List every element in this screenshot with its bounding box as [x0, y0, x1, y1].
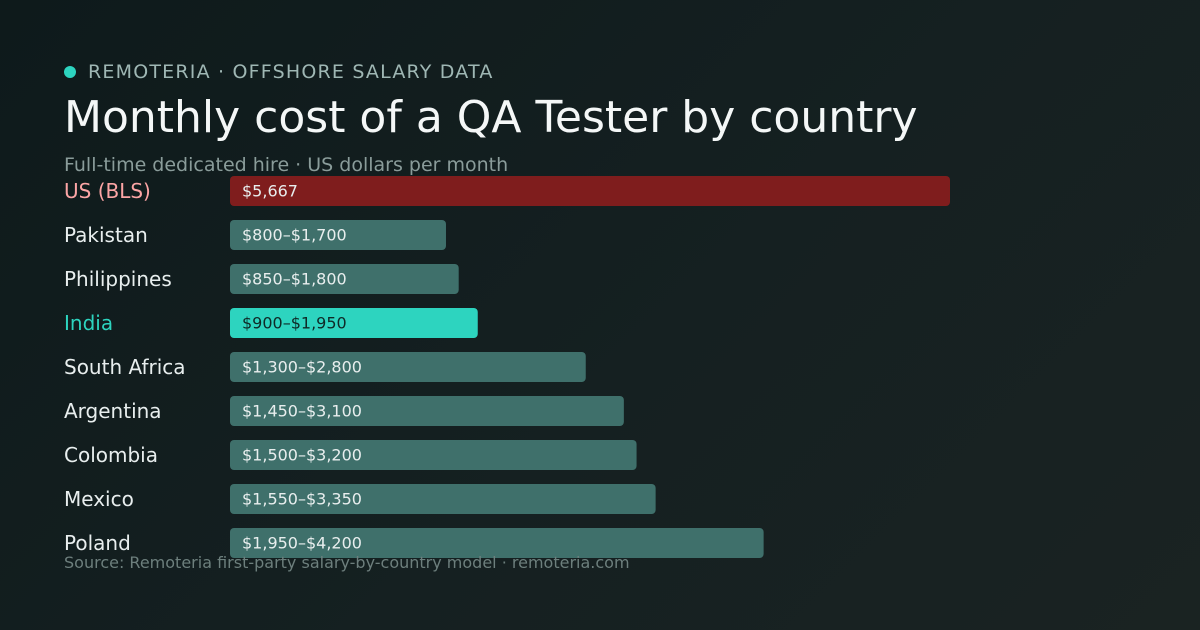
bar: [230, 440, 637, 470]
value-label: $850–$1,800: [242, 270, 347, 289]
category-label: US (BLS): [64, 179, 151, 203]
category-label: Philippines: [64, 267, 172, 291]
category-label: India: [64, 311, 113, 335]
category-label: Mexico: [64, 487, 134, 511]
chart-title: Monthly cost of a QA Tester by country: [64, 92, 918, 143]
category-label: Poland: [64, 531, 131, 555]
bar-row-argentina: Argentina $1,450–$3,100: [64, 396, 624, 426]
bar: [230, 352, 586, 382]
value-label: $1,550–$3,350: [242, 490, 362, 509]
category-label: Pakistan: [64, 223, 148, 247]
source-note: Source: Remoteria first-party salary-by-…: [64, 553, 630, 572]
category-label: Colombia: [64, 443, 158, 467]
value-label: $1,950–$4,200: [242, 534, 362, 553]
brand-dot-icon: [64, 66, 76, 78]
bar-row-mexico: Mexico $1,550–$3,350: [64, 484, 656, 514]
bar: [230, 528, 764, 558]
bar-row-india: India $900–$1,950: [64, 308, 478, 338]
bar: [230, 308, 478, 338]
value-label: $1,500–$3,200: [242, 446, 362, 465]
category-label: South Africa: [64, 355, 186, 379]
value-label: $900–$1,950: [242, 314, 347, 333]
category-label: Argentina: [64, 399, 162, 423]
value-label: $1,300–$2,800: [242, 358, 362, 377]
value-label: $5,667: [242, 182, 298, 201]
value-label: $1,450–$3,100: [242, 402, 362, 421]
value-label: $800–$1,700: [242, 226, 347, 245]
bar: [230, 396, 624, 426]
bar-row-colombia: Colombia $1,500–$3,200: [64, 440, 637, 470]
bar-row-pakistan: Pakistan $800–$1,700: [64, 220, 446, 250]
bar: [230, 176, 950, 206]
bar-row-us-bls: US (BLS) $5,667: [64, 176, 950, 206]
bar: [230, 484, 656, 514]
bar-row-philippines: Philippines $850–$1,800: [64, 264, 459, 294]
brand: REMOTERIA · OFFSHORE SALARY DATA: [64, 60, 494, 84]
bar-row-south-africa: South Africa $1,300–$2,800: [64, 352, 586, 382]
bar: [230, 220, 446, 250]
bar: [230, 264, 459, 294]
brand-label: REMOTERIA · OFFSHORE SALARY DATA: [88, 61, 494, 83]
chart-subtitle: Full-time dedicated hire · US dollars pe…: [64, 154, 509, 176]
bar-row-poland: Poland $1,950–$4,200: [64, 528, 764, 558]
